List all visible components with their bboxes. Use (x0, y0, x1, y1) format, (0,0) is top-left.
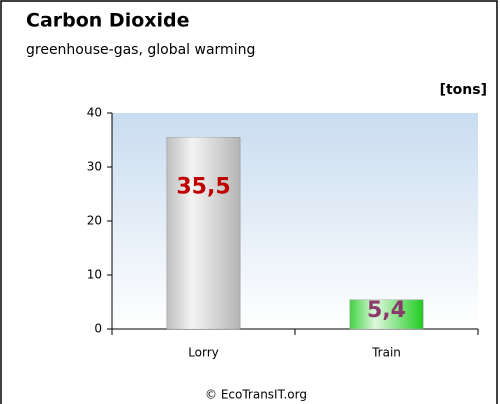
bar-shine (166, 137, 241, 329)
value-label: 5,4 (367, 298, 406, 323)
y-tick-label: 40 (87, 106, 102, 120)
value-label: 35,5 (176, 174, 230, 199)
bar-shine (349, 299, 424, 329)
footer: © EcoTransIT.org (205, 388, 307, 402)
chart-subtitle: greenhouse-gas, global warming (26, 42, 255, 58)
y-tick-label: 10 (87, 268, 102, 282)
y-axis-label: [tons] (440, 82, 487, 98)
y-tick-label: 0 (94, 322, 102, 336)
chart-title: Carbon Dioxide (26, 10, 190, 32)
x-tick-label: Lorry (188, 346, 219, 360)
x-tick-label: Train (371, 346, 401, 360)
y-tick-label: 30 (87, 160, 102, 174)
y-tick-label: 20 (87, 214, 102, 228)
